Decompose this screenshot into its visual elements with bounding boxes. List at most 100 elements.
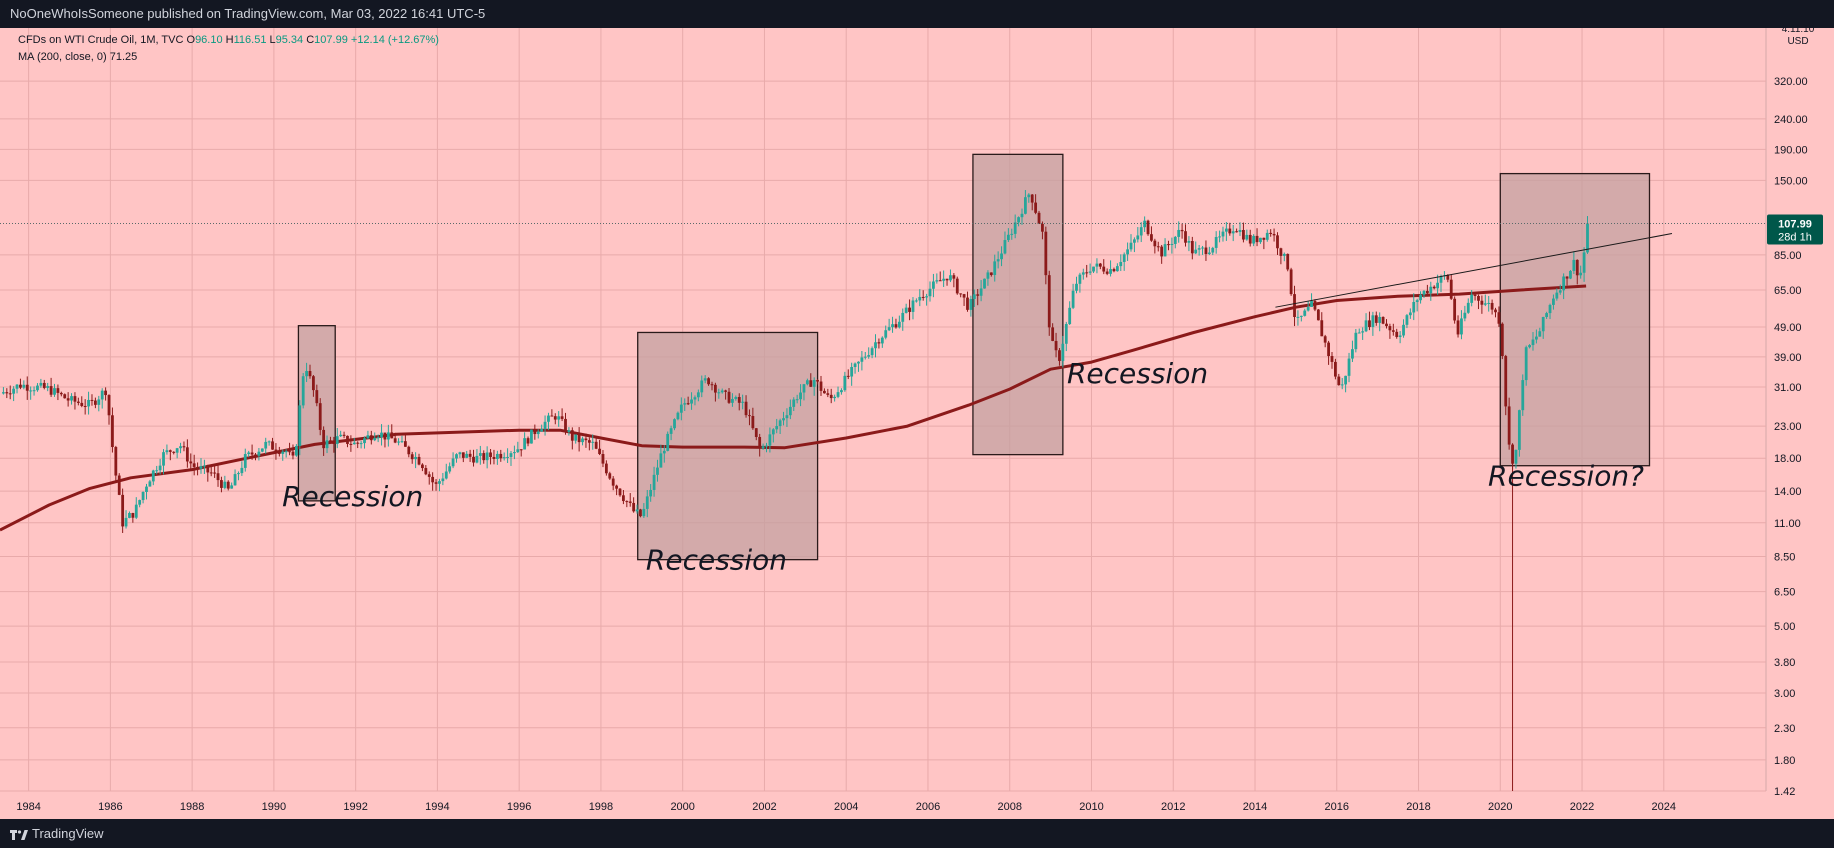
candle-body (1582, 252, 1586, 273)
price-scale-background[interactable] (1766, 28, 1834, 791)
candle-body (604, 463, 608, 474)
candle-body (785, 415, 789, 419)
candle-body (812, 380, 816, 387)
candle-body (451, 458, 455, 467)
symbol-name[interactable]: CFDs on WTI Crude Oil, 1M, TVC (18, 34, 184, 46)
candle-body (489, 452, 492, 457)
candle-body (547, 415, 550, 422)
candle-body (877, 342, 881, 344)
candle-body (260, 448, 264, 452)
tradingview-brand[interactable]: TradingView (10, 819, 104, 848)
candle-body (1562, 276, 1566, 291)
candle-body (424, 468, 428, 475)
candle-body (322, 429, 326, 449)
candle-body (942, 278, 946, 281)
candle-body (1163, 244, 1167, 257)
candle-body (925, 296, 929, 298)
candle-body (1534, 336, 1538, 340)
symbol-legend[interactable]: CFDs on WTI Crude Oil, 1M, TVC O96.10 H1… (18, 34, 439, 46)
candle-body (356, 442, 360, 444)
candle-body (465, 453, 469, 458)
candle-body (676, 412, 680, 420)
candle-body (383, 432, 387, 440)
candle-body (1293, 294, 1296, 317)
candle-body (1463, 312, 1467, 319)
candle-body (223, 481, 227, 488)
candle-body (523, 438, 527, 450)
candle-body (76, 401, 80, 403)
candle-body (1102, 266, 1106, 272)
x-tick-label: 2022 (1570, 801, 1594, 813)
candle-body (833, 396, 837, 399)
candle-body (1477, 295, 1480, 301)
candle-body (1374, 315, 1378, 323)
candle-body (1483, 303, 1487, 305)
ma-value: 71.25 (109, 51, 138, 63)
chart-svg[interactable]: Recession Recession Recession Recession? 32… (0, 28, 1834, 819)
high-value: 116.51 (233, 34, 267, 46)
candle-body (417, 456, 421, 465)
candle-body (1378, 316, 1382, 323)
candle-body (288, 451, 291, 453)
y-tick-label: 3.00 (1774, 688, 1795, 700)
candle-body (1320, 320, 1324, 337)
candle-body (83, 405, 87, 407)
candle-body (1030, 194, 1034, 203)
chart-pane[interactable]: Recession Recession Recession Recession? 32… (0, 28, 1834, 819)
candle-body (618, 488, 622, 496)
candle-body (1167, 244, 1170, 246)
candle-body (1201, 247, 1204, 249)
recession-label: Recession (1067, 357, 1208, 390)
candle-body (1395, 331, 1399, 337)
candle-body (182, 446, 186, 448)
candle-body (840, 390, 843, 393)
candle-body (1064, 324, 1068, 344)
candle-body (158, 465, 162, 471)
candle-body (983, 278, 986, 289)
candle-body (703, 378, 707, 381)
candle-body (955, 278, 959, 294)
grid (0, 28, 1766, 792)
candle-body (628, 501, 632, 503)
x-tick-label: 2012 (1161, 801, 1185, 813)
candle-body (216, 473, 220, 481)
candle-body (1187, 241, 1191, 243)
candle-body (36, 385, 39, 391)
candle-body (1105, 271, 1109, 274)
candle-body (870, 348, 874, 356)
candle-body (1194, 249, 1198, 254)
candle-body (761, 446, 765, 449)
y-tick-label: 85.00 (1774, 250, 1802, 262)
candle-body (826, 393, 830, 395)
candle-body (615, 485, 619, 489)
candle-body (591, 441, 595, 443)
candle-body (1279, 248, 1283, 256)
candle-body (601, 454, 605, 464)
candle-body (816, 380, 819, 382)
candle-body (860, 357, 864, 362)
candle-body (1473, 294, 1477, 296)
y-tick-label: 5.00 (1774, 621, 1795, 633)
candle-body (1122, 254, 1126, 262)
y-tick-label: 1.80 (1774, 755, 1795, 767)
candle-body (1500, 323, 1504, 357)
candle-body (1334, 361, 1337, 377)
candle-body (42, 382, 46, 388)
candle-body (1497, 312, 1501, 324)
ma-legend[interactable]: MA (200, close, 0) 71.25 (18, 51, 137, 63)
candle-body (639, 509, 642, 517)
time-scale-background[interactable] (0, 791, 1834, 819)
candle-body (788, 406, 792, 416)
ma-label[interactable]: MA (200, close, 0) (18, 51, 107, 63)
candle-body (104, 390, 108, 396)
candle-body (138, 500, 142, 505)
y-tick-label: 14.00 (1774, 486, 1802, 498)
candle-body (908, 307, 911, 312)
candle-body (32, 390, 36, 392)
moving-average-line (0, 284, 1587, 532)
candle-body (914, 300, 918, 302)
candle-body (403, 441, 407, 447)
candle-body (482, 453, 486, 461)
candle-body (850, 367, 854, 377)
candle-body (717, 392, 721, 394)
